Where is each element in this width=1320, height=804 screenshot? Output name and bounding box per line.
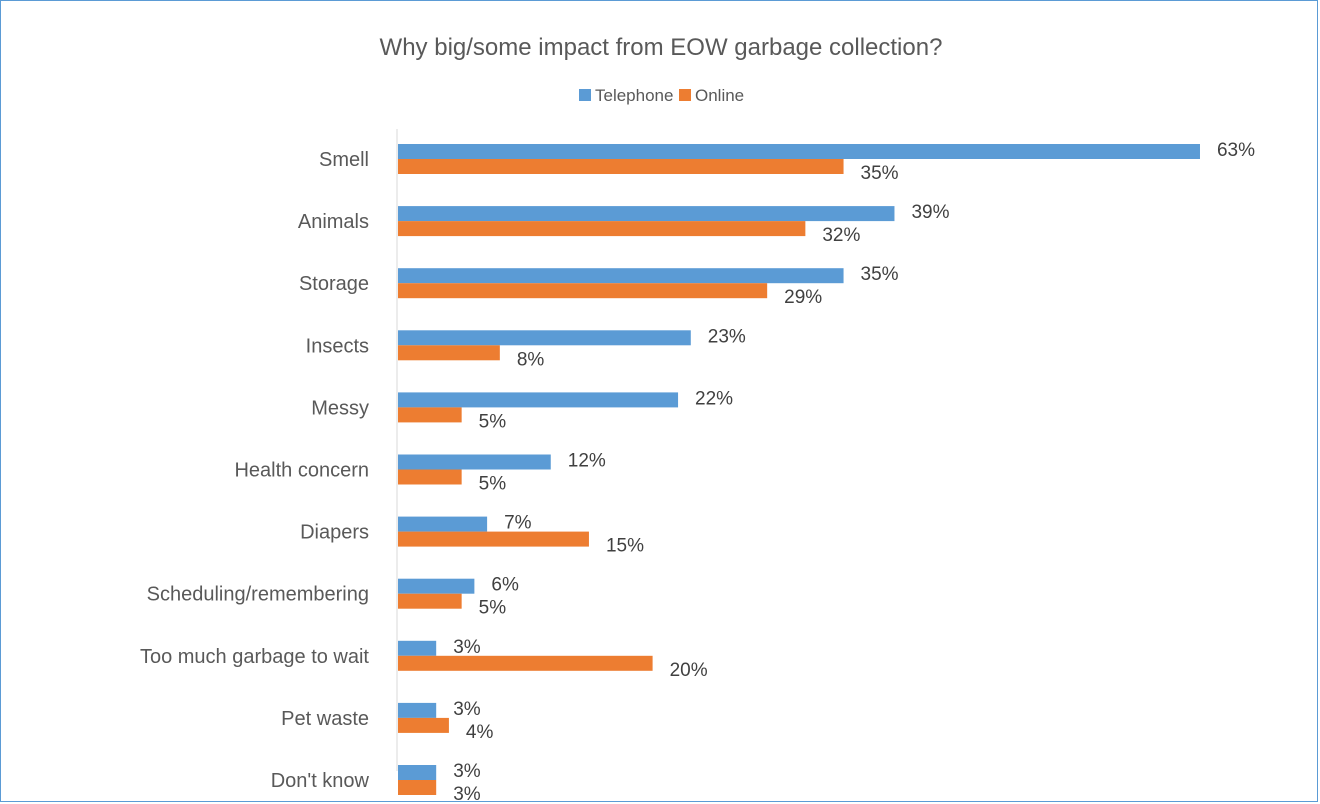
- category-label-animals: Animals: [298, 211, 369, 233]
- category-label-insects: Insects: [306, 335, 369, 357]
- data-label-online-too-much-garbage-to-wait: 20%: [670, 660, 708, 681]
- bar-telephone-too-much-garbage-to-wait: [398, 640, 437, 656]
- category-label-too-much-garbage-to-wait: Too much garbage to wait: [140, 646, 369, 668]
- bar-online-smell: [398, 159, 844, 174]
- category-label-health-concern: Health concern: [234, 460, 369, 482]
- bar-online-messy: [398, 407, 462, 423]
- labels-layer: Smell 63% 35% Animals 39% 32% Storage 35% 29% Ins…: [140, 140, 1255, 803]
- chart-title: Why big/some impact from EOW garbage col…: [380, 34, 943, 61]
- legend-swatch-online: [679, 89, 691, 101]
- data-label-telephone-scheduling-remembering: 6%: [491, 575, 519, 596]
- data-label-telephone-too-much-garbage-to-wait: 3%: [453, 637, 481, 658]
- bar-online-pet-waste: [398, 717, 449, 733]
- category-label-storage: Storage: [299, 273, 369, 295]
- data-label-telephone-messy: 22%: [695, 388, 733, 409]
- data-label-online-animals: 32%: [822, 225, 860, 246]
- legend-swatch-telephone: [579, 89, 591, 101]
- data-label-telephone-don-t-know: 3%: [453, 761, 481, 782]
- bar-telephone-storage: [398, 268, 844, 284]
- bar-online-don-t-know: [398, 780, 437, 795]
- category-label-pet-waste: Pet waste: [281, 708, 369, 730]
- data-label-telephone-health-concern: 12%: [568, 451, 606, 472]
- legend-label-telephone: Telephone: [595, 86, 673, 105]
- bar-online-health-concern: [398, 469, 462, 485]
- data-label-online-scheduling-remembering: 5%: [479, 598, 507, 619]
- bar-telephone-health-concern: [398, 454, 551, 470]
- data-label-online-diapers: 15%: [606, 536, 644, 557]
- bar-online-scheduling-remembering: [398, 593, 462, 609]
- bar-telephone-don-t-know: [398, 765, 437, 780]
- bar-online-storage: [398, 283, 768, 299]
- data-label-online-messy: 5%: [479, 411, 507, 432]
- bar-telephone-animals: [398, 206, 895, 222]
- category-label-scheduling-remembering: Scheduling/remembering: [147, 584, 369, 606]
- data-label-online-don-t-know: 3%: [453, 784, 481, 803]
- data-label-online-insects: 8%: [517, 349, 545, 370]
- data-label-telephone-animals: 39%: [911, 202, 949, 223]
- bar-telephone-pet-waste: [398, 702, 437, 718]
- data-label-telephone-smell: 63%: [1217, 140, 1255, 161]
- data-label-telephone-storage: 35%: [861, 264, 899, 285]
- category-label-diapers: Diapers: [300, 522, 369, 544]
- data-label-online-pet-waste: 4%: [466, 722, 494, 743]
- category-label-smell: Smell: [319, 149, 369, 171]
- legend: Telephone Online: [579, 86, 744, 105]
- data-label-online-smell: 35%: [861, 163, 899, 184]
- bar-telephone-smell: [398, 144, 1200, 159]
- bar-online-too-much-garbage-to-wait: [398, 655, 653, 671]
- bar-telephone-insects: [398, 330, 691, 346]
- bar-telephone-messy: [398, 392, 679, 408]
- data-label-telephone-pet-waste: 3%: [453, 699, 481, 720]
- bars-layer: [398, 144, 1200, 795]
- data-label-online-storage: 29%: [784, 287, 822, 308]
- legend-label-online: Online: [695, 86, 744, 105]
- bar-telephone-diapers: [398, 516, 488, 532]
- bar-online-insects: [398, 345, 500, 361]
- category-label-don-t-know: Don't know: [271, 770, 370, 792]
- bar-telephone-scheduling-remembering: [398, 578, 475, 594]
- bar-online-animals: [398, 221, 806, 237]
- data-label-telephone-diapers: 7%: [504, 513, 532, 534]
- data-label-telephone-insects: 23%: [708, 326, 746, 347]
- bar-online-diapers: [398, 531, 589, 547]
- data-label-online-health-concern: 5%: [479, 474, 507, 495]
- category-label-messy: Messy: [311, 397, 369, 419]
